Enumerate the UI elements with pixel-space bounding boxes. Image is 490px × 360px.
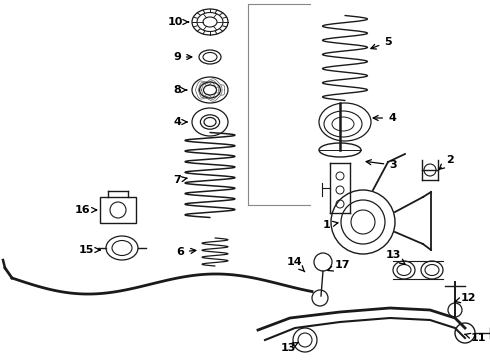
Bar <box>100 197 136 223</box>
Text: 13: 13 <box>385 250 405 265</box>
Text: 10: 10 <box>167 17 189 27</box>
Text: 2: 2 <box>439 155 454 169</box>
Text: 8: 8 <box>173 85 187 95</box>
Text: 1: 1 <box>323 220 338 230</box>
Text: 3: 3 <box>366 160 397 170</box>
Text: 13: 13 <box>280 342 298 353</box>
Text: 4: 4 <box>173 117 187 127</box>
Text: 17: 17 <box>328 260 350 271</box>
Text: 14: 14 <box>287 257 305 272</box>
Text: 4: 4 <box>373 113 396 123</box>
Text: 5: 5 <box>371 37 392 49</box>
Text: 7: 7 <box>173 175 187 185</box>
Text: 16: 16 <box>74 205 97 215</box>
Text: 15: 15 <box>78 245 100 255</box>
Text: 9: 9 <box>173 52 192 62</box>
Text: 6: 6 <box>176 247 196 257</box>
Text: 11: 11 <box>465 333 486 343</box>
Text: 12: 12 <box>455 293 476 303</box>
